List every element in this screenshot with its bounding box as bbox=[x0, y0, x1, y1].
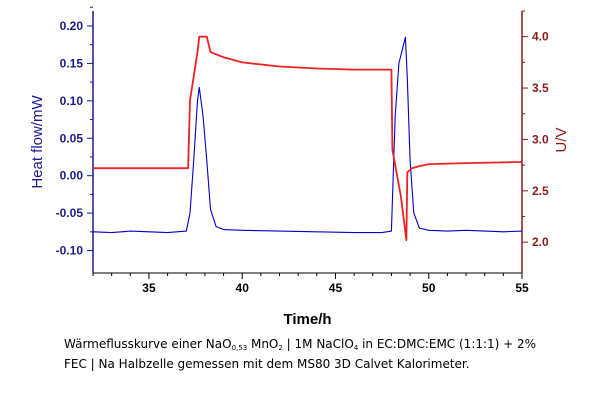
x-tick-label: 45 bbox=[329, 281, 343, 295]
left-y-tick-label: -0.05 bbox=[56, 206, 84, 220]
caption-text-1: Wärmeflusskurve einer NaO bbox=[64, 337, 232, 351]
series-layer bbox=[92, 35, 523, 241]
ticks-layer: 35 40 45 50 55 -0.10 -0.05 0.00 0.05 0.10 0.15 0.20… bbox=[56, 6, 549, 295]
figure-caption: Wärmeflusskurve einer NaO0,53 MnO2 | 1M … bbox=[64, 336, 554, 372]
left-y-tick-label: 0.20 bbox=[60, 19, 84, 33]
caption-subscript-2: 2 bbox=[278, 344, 283, 352]
x-tick-label: 55 bbox=[515, 281, 529, 295]
caption-text-2: MnO bbox=[247, 337, 279, 351]
caption-text-4: in EC:DMC:EMC (1:1:1) + 2% FEC | Na Halb… bbox=[64, 337, 537, 371]
caption-text-3: | 1M NaClO bbox=[282, 337, 354, 351]
heat-flow-voltage-chart: 35 40 45 50 55 -0.10 -0.05 0.00 0.05 0.10 0.15 0.20… bbox=[29, 6, 570, 328]
right-y-tick-label: 4.0 bbox=[532, 30, 549, 44]
left-y-axis-label: Heat flow/mW bbox=[29, 94, 46, 188]
right-y-tick-label: 2.0 bbox=[532, 235, 549, 249]
x-tick-label: 40 bbox=[236, 281, 250, 295]
right-y-axis-label: U/V bbox=[553, 127, 570, 152]
plot-axes bbox=[92, 11, 523, 274]
caption-subscript-3: 4 bbox=[353, 344, 359, 352]
x-tick-label: 35 bbox=[142, 281, 156, 295]
x-tick-label: 50 bbox=[422, 281, 436, 295]
left-y-tick-label: 0.10 bbox=[60, 94, 84, 108]
right-y-tick-label: 2.5 bbox=[532, 184, 549, 198]
left-y-tick-label: 0.15 bbox=[60, 56, 84, 70]
series-line-voltage bbox=[93, 35, 523, 241]
right-y-tick-label: 3.5 bbox=[532, 81, 549, 95]
right-y-tick-label: 3.0 bbox=[532, 132, 549, 146]
left-y-tick-label: 0.05 bbox=[60, 131, 84, 145]
x-axis-label: Time/h bbox=[283, 311, 331, 328]
caption-subscript-1: 0,53 bbox=[231, 344, 248, 352]
left-y-tick-label: -0.10 bbox=[56, 244, 84, 258]
series-line-heat-flow bbox=[92, 36, 523, 234]
left-y-tick-label: 0.00 bbox=[60, 169, 84, 183]
